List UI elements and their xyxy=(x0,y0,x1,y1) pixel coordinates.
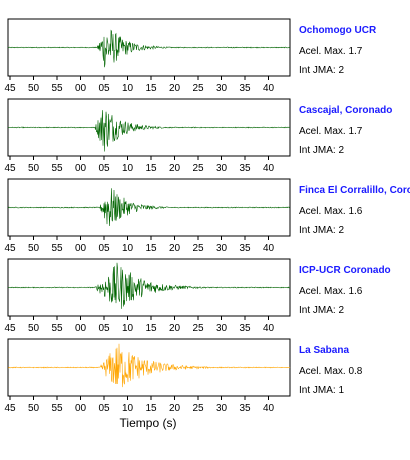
x-tick-label: 15 xyxy=(145,243,157,254)
x-tick-label: 20 xyxy=(169,403,181,414)
x-tick-label: 05 xyxy=(98,83,110,94)
x-tick-label: 10 xyxy=(122,323,134,334)
x-tick-label: 40 xyxy=(263,83,275,94)
waveform-trace xyxy=(7,29,291,68)
station-name: La Sabana xyxy=(299,345,349,356)
station-name: Cascajal, Coronado xyxy=(299,105,392,116)
x-tick-label: 45 xyxy=(4,243,16,254)
x-tick-label: 20 xyxy=(169,243,181,254)
peak-acceleration-label: Acel. Max. 0.8 xyxy=(299,366,363,377)
x-tick-label: 00 xyxy=(75,163,87,174)
x-tick-label: 25 xyxy=(192,243,204,254)
jma-intensity-label: Int JMA: 2 xyxy=(299,65,344,76)
x-tick-label: 20 xyxy=(169,323,181,334)
jma-intensity-label: Int JMA: 2 xyxy=(299,305,344,316)
x-tick-label: 05 xyxy=(98,323,110,334)
peak-acceleration-label: Acel. Max. 1.7 xyxy=(299,46,363,57)
peak-acceleration-label: Acel. Max. 1.6 xyxy=(299,206,363,217)
x-tick-label: 35 xyxy=(239,83,251,94)
x-tick-label: 25 xyxy=(192,83,204,94)
x-tick-label: 40 xyxy=(263,323,275,334)
jma-intensity-label: Int JMA: 2 xyxy=(299,225,344,236)
x-tick-label: 10 xyxy=(122,163,134,174)
x-tick-label: 15 xyxy=(145,403,157,414)
x-tick-label: 05 xyxy=(98,163,110,174)
x-tick-label: 10 xyxy=(122,243,134,254)
x-tick-label: 40 xyxy=(263,243,275,254)
station-name: Finca El Corralillo, Coronado xyxy=(299,185,410,196)
panels-layer: 45 50 55 00 05 10 15 20 25 30 35 40 Ochomogo UCR Acel… xyxy=(4,18,410,414)
x-tick-label: 25 xyxy=(192,403,204,414)
x-tick-label: 45 xyxy=(4,403,16,414)
waveform-trace xyxy=(7,188,291,227)
station-panel: 45 50 55 00 05 10 15 20 25 30 35 40 ICP-UCR Coronado… xyxy=(4,258,391,334)
waveform-trace xyxy=(8,343,291,388)
x-tick-label: 35 xyxy=(239,163,251,174)
x-tick-label: 55 xyxy=(51,83,63,94)
x-tick-label: 20 xyxy=(169,163,181,174)
x-tick-label: 05 xyxy=(98,403,110,414)
x-tick-label: 40 xyxy=(263,163,275,174)
station-panel: 45 50 55 00 05 10 15 20 25 30 35 40 La Sabana Acel. M… xyxy=(4,338,363,414)
x-tick-label: 50 xyxy=(28,83,40,94)
x-tick-label: 50 xyxy=(28,243,40,254)
x-tick-label: 30 xyxy=(216,83,228,94)
x-tick-label: 55 xyxy=(51,323,63,334)
x-tick-label: 15 xyxy=(145,83,157,94)
x-tick-label: 45 xyxy=(4,163,16,174)
station-panel: 45 50 55 00 05 10 15 20 25 30 35 40 Ochomogo UCR Acel… xyxy=(4,18,377,94)
x-tick-label: 50 xyxy=(28,403,40,414)
x-tick-label: 00 xyxy=(75,243,87,254)
x-tick-label: 50 xyxy=(28,323,40,334)
peak-acceleration-label: Acel. Max. 1.7 xyxy=(299,126,363,137)
x-tick-label: 30 xyxy=(216,163,228,174)
station-name: Ochomogo UCR xyxy=(299,25,377,36)
jma-intensity-label: Int JMA: 1 xyxy=(299,385,344,396)
x-tick-label: 35 xyxy=(239,243,251,254)
x-tick-label: 30 xyxy=(216,323,228,334)
x-tick-label: 55 xyxy=(51,243,63,254)
x-tick-label: 15 xyxy=(145,323,157,334)
x-tick-label: 00 xyxy=(75,323,87,334)
x-tick-label: 25 xyxy=(192,163,204,174)
x-tick-label: 30 xyxy=(216,403,228,414)
x-tick-label: 10 xyxy=(122,403,134,414)
x-tick-label: 30 xyxy=(216,243,228,254)
x-tick-label: 05 xyxy=(98,243,110,254)
x-tick-label: 00 xyxy=(75,403,87,414)
x-tick-label: 40 xyxy=(263,403,275,414)
x-tick-label: 50 xyxy=(28,163,40,174)
station-name: ICP-UCR Coronado xyxy=(299,265,391,276)
waveform-trace xyxy=(8,110,291,152)
station-panel: 45 50 55 00 05 10 15 20 25 30 35 40 Finca El Corrali… xyxy=(4,178,410,254)
x-tick-label: 20 xyxy=(169,83,181,94)
x-tick-label: 35 xyxy=(239,323,251,334)
x-tick-label: 55 xyxy=(51,403,63,414)
x-tick-label: 35 xyxy=(239,403,251,414)
x-tick-label: 15 xyxy=(145,163,157,174)
station-panel: 45 50 55 00 05 10 15 20 25 30 35 40 Cascajal, Corona… xyxy=(4,98,392,174)
x-tick-label: 00 xyxy=(75,83,87,94)
x-axis-label: Tiempo (s) xyxy=(120,416,177,430)
x-tick-label: 25 xyxy=(192,323,204,334)
x-tick-label: 10 xyxy=(122,83,134,94)
x-tick-label: 45 xyxy=(4,83,16,94)
x-tick-label: 45 xyxy=(4,323,16,334)
peak-acceleration-label: Acel. Max. 1.6 xyxy=(299,286,363,297)
x-tick-label: 55 xyxy=(51,163,63,174)
waveform-trace xyxy=(7,262,291,309)
jma-intensity-label: Int JMA: 2 xyxy=(299,145,344,156)
